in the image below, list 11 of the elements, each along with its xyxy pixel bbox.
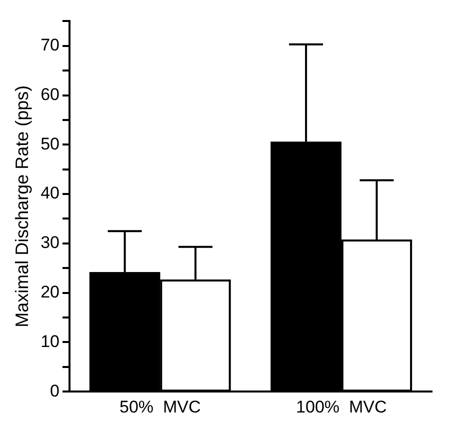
y-tick-label: 60 xyxy=(40,84,60,104)
y-tick-label: 50 xyxy=(40,134,60,154)
y-tick-label: 20 xyxy=(40,282,60,302)
y-tick-label: 40 xyxy=(40,184,60,203)
y-tick-label: 70 xyxy=(40,36,60,55)
y-tick-label: 30 xyxy=(40,233,60,252)
y-tick-label: 10 xyxy=(40,332,60,351)
x-tick-label: 100% MVC xyxy=(296,397,387,416)
x-tick-label: 50% MVC xyxy=(120,397,201,416)
y-tick-label: 0 xyxy=(50,381,60,400)
y-axis-title: Maximal Discharge Rate (pps) xyxy=(12,85,32,328)
